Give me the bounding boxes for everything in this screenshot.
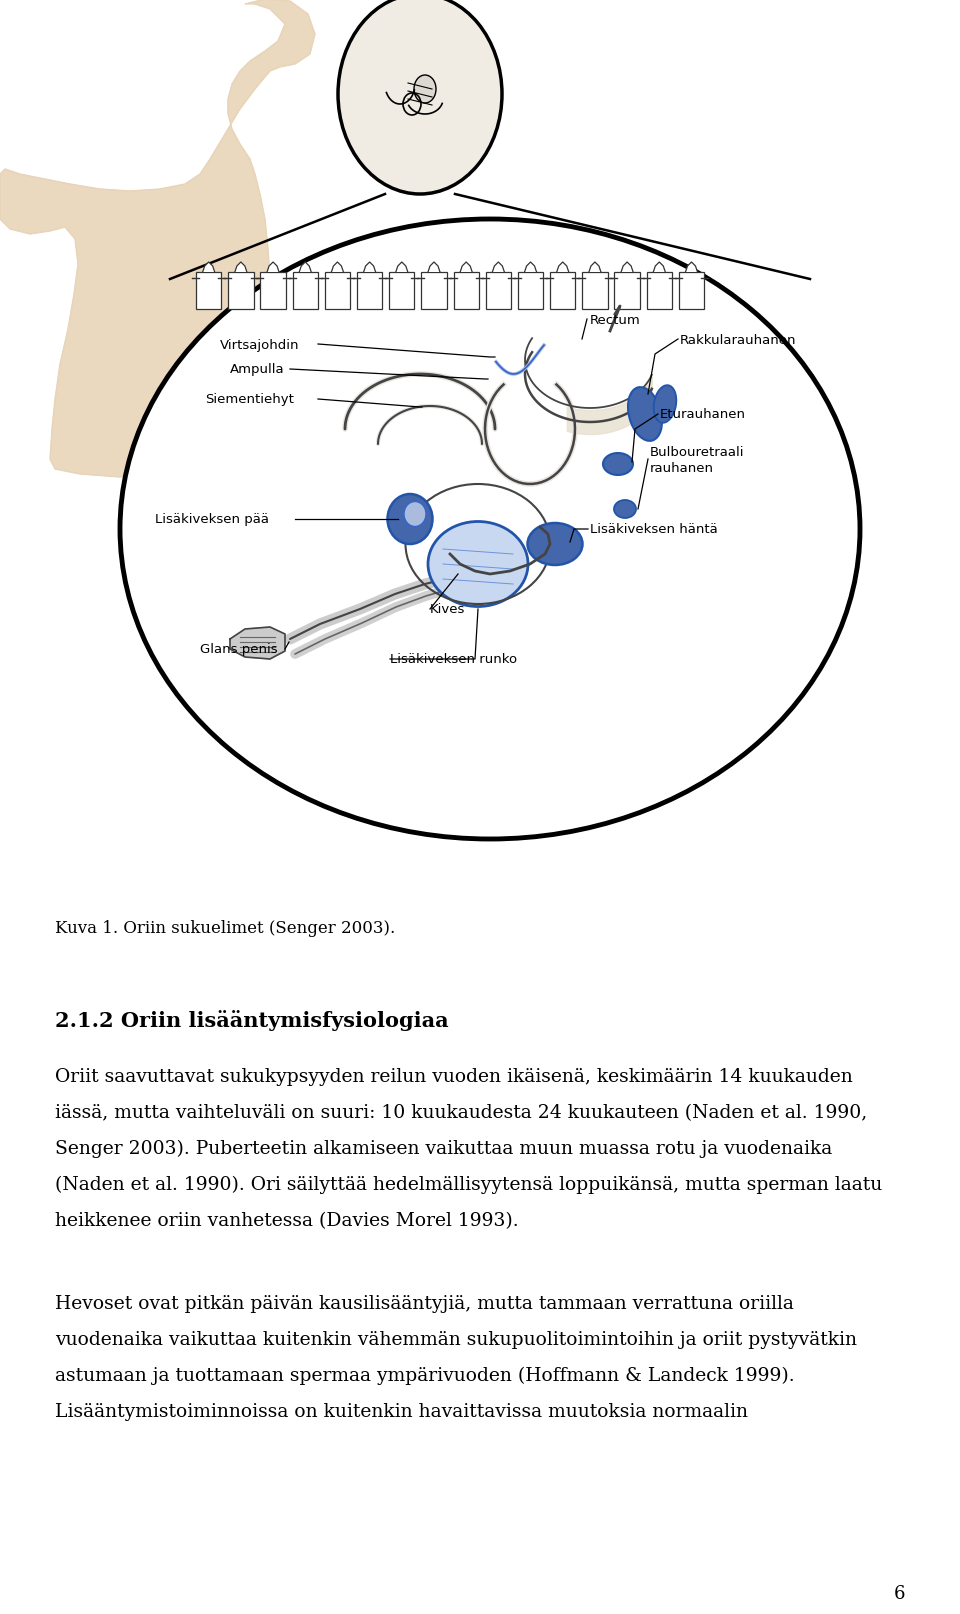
FancyBboxPatch shape bbox=[421, 273, 446, 310]
Polygon shape bbox=[654, 263, 665, 273]
FancyBboxPatch shape bbox=[486, 273, 511, 310]
Ellipse shape bbox=[628, 387, 662, 442]
Text: Lisääntymistoiminnoissa on kuitenkin havaittavissa muutoksia normaalin: Lisääntymistoiminnoissa on kuitenkin hav… bbox=[55, 1403, 748, 1420]
Text: 6: 6 bbox=[894, 1583, 905, 1603]
Text: Bulbouretraali
rauhanen: Bulbouretraali rauhanen bbox=[650, 445, 745, 475]
Text: Virtsajohdin: Virtsajohdin bbox=[220, 339, 300, 352]
Polygon shape bbox=[230, 628, 285, 660]
Text: Rectum: Rectum bbox=[590, 313, 640, 326]
Text: Hevoset ovat pitkän päivän kausilisääntyjiä, mutta tammaan verrattuna oriilla: Hevoset ovat pitkän päivän kausilisäänty… bbox=[55, 1294, 794, 1312]
Text: 2.1.2 Oriin lisääntymisfysiologiaa: 2.1.2 Oriin lisääntymisfysiologiaa bbox=[55, 1009, 448, 1030]
FancyBboxPatch shape bbox=[517, 273, 543, 310]
Text: Kuva 1. Oriin sukuelimet (Senger 2003).: Kuva 1. Oriin sukuelimet (Senger 2003). bbox=[55, 920, 396, 936]
Ellipse shape bbox=[388, 495, 433, 544]
Polygon shape bbox=[203, 263, 215, 273]
Polygon shape bbox=[364, 263, 375, 273]
Polygon shape bbox=[557, 263, 568, 273]
Ellipse shape bbox=[603, 454, 633, 476]
Text: iässä, mutta vaihteluväli on suuri: 10 kuukaudesta 24 kuukauteen (Naden et al. 1: iässä, mutta vaihteluväli on suuri: 10 k… bbox=[55, 1104, 867, 1122]
Text: Lisäkiveksen runko: Lisäkiveksen runko bbox=[390, 654, 517, 667]
FancyBboxPatch shape bbox=[550, 273, 575, 310]
Polygon shape bbox=[524, 263, 537, 273]
Text: Senger 2003). Puberteetin alkamiseen vaikuttaa muun muassa rotu ja vuodenaika: Senger 2003). Puberteetin alkamiseen vai… bbox=[55, 1139, 832, 1157]
Polygon shape bbox=[685, 263, 698, 273]
FancyBboxPatch shape bbox=[583, 273, 608, 310]
Text: Eturauhanen: Eturauhanen bbox=[660, 408, 746, 421]
Polygon shape bbox=[0, 0, 315, 478]
Ellipse shape bbox=[338, 0, 502, 195]
Text: Kives: Kives bbox=[430, 604, 466, 617]
Polygon shape bbox=[300, 263, 311, 273]
Text: Rakkularauhanen: Rakkularauhanen bbox=[680, 334, 797, 347]
Ellipse shape bbox=[428, 523, 528, 607]
Ellipse shape bbox=[414, 76, 436, 103]
FancyBboxPatch shape bbox=[293, 273, 318, 310]
FancyBboxPatch shape bbox=[679, 273, 705, 310]
FancyBboxPatch shape bbox=[453, 273, 479, 310]
Polygon shape bbox=[621, 263, 633, 273]
Polygon shape bbox=[331, 263, 344, 273]
Text: vuodenaika vaikuttaa kuitenkin vähemmän sukupuolitoimintoihin ja oriit pystyvätk: vuodenaika vaikuttaa kuitenkin vähemmän … bbox=[55, 1330, 857, 1348]
Polygon shape bbox=[235, 263, 247, 273]
FancyBboxPatch shape bbox=[389, 273, 415, 310]
Ellipse shape bbox=[614, 500, 636, 518]
FancyBboxPatch shape bbox=[324, 273, 350, 310]
Text: (Naden et al. 1990). Ori säilyttää hedelmällisyytensä loppuikänsä, mutta sperman: (Naden et al. 1990). Ori säilyttää hedel… bbox=[55, 1175, 882, 1193]
Text: Lisäkiveksen pää: Lisäkiveksen pää bbox=[155, 513, 269, 526]
Polygon shape bbox=[588, 263, 601, 273]
Polygon shape bbox=[267, 263, 279, 273]
Text: heikkenee oriin vanhetessa (Davies Morel 1993).: heikkenee oriin vanhetessa (Davies Morel… bbox=[55, 1210, 518, 1230]
Text: Glans penis: Glans penis bbox=[200, 642, 277, 657]
FancyBboxPatch shape bbox=[614, 273, 639, 310]
Text: astumaan ja tuottamaan spermaa ympärivuoden (Hoffmann & Landeck 1999).: astumaan ja tuottamaan spermaa ympärivuo… bbox=[55, 1365, 795, 1385]
FancyBboxPatch shape bbox=[260, 273, 286, 310]
Ellipse shape bbox=[527, 523, 583, 565]
Text: Oriit saavuttavat sukukypsyyden reilun vuoden ikäisenä, keskimäärin 14 kuukauden: Oriit saavuttavat sukukypsyyden reilun v… bbox=[55, 1067, 852, 1085]
Polygon shape bbox=[428, 263, 440, 273]
Polygon shape bbox=[492, 263, 504, 273]
Ellipse shape bbox=[120, 220, 860, 839]
Polygon shape bbox=[460, 263, 472, 273]
Text: Ampulla: Ampulla bbox=[230, 363, 284, 376]
Ellipse shape bbox=[654, 386, 677, 423]
FancyBboxPatch shape bbox=[196, 273, 222, 310]
Text: Lisäkiveksen häntä: Lisäkiveksen häntä bbox=[590, 523, 718, 536]
Text: Siementiehyt: Siementiehyt bbox=[205, 394, 294, 407]
FancyBboxPatch shape bbox=[357, 273, 382, 310]
FancyBboxPatch shape bbox=[228, 273, 253, 310]
FancyBboxPatch shape bbox=[647, 273, 672, 310]
Ellipse shape bbox=[404, 502, 426, 528]
Polygon shape bbox=[396, 263, 408, 273]
